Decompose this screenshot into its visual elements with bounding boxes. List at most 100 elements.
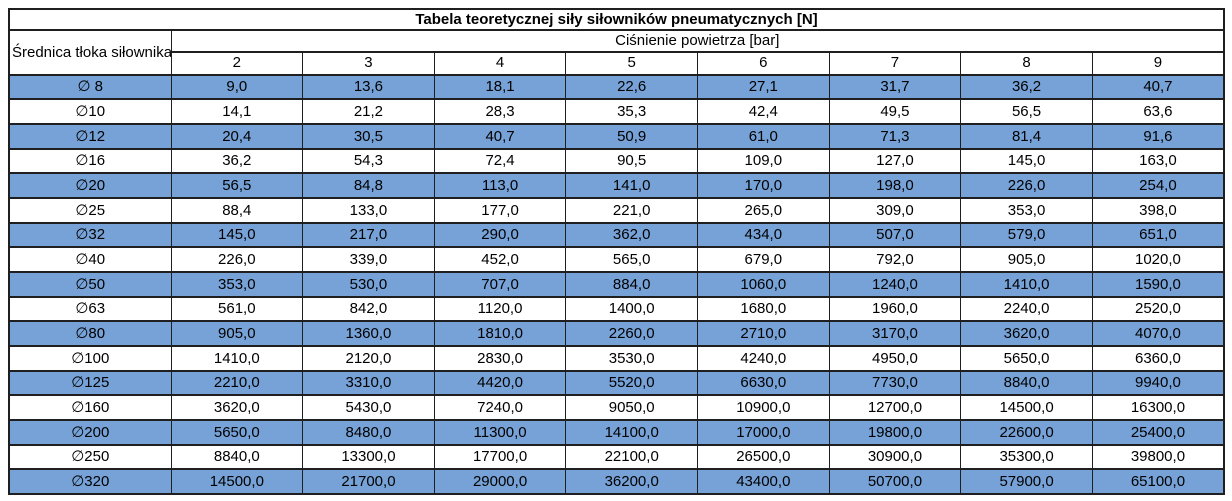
- force-value-cell: 10900,0: [697, 394, 830, 421]
- force-value-cell: 90,5: [565, 147, 698, 175]
- force-value-cell: 21,2: [302, 98, 435, 125]
- force-value-cell: 3620,0: [960, 320, 1093, 347]
- diameter-cell: ∅50: [8, 270, 172, 298]
- pressure-column-header: 3: [302, 50, 435, 76]
- force-value-cell: 1590,0: [1091, 270, 1225, 298]
- force-value-cell: 56,5: [170, 172, 304, 199]
- force-value-cell: 707,0: [433, 270, 567, 298]
- force-value-cell: 1020,0: [1091, 246, 1225, 273]
- force-value-cell: 36,2: [960, 73, 1093, 101]
- force-value-cell: 353,0: [960, 196, 1093, 224]
- col-group-header-pressure: Ciśnienie powietrza [bar]: [170, 29, 1225, 53]
- pressure-column-header: 6: [697, 50, 830, 76]
- table-row: ∅32 145,0 217,0 290,0 362,0 434,0 507,0 579,0 65…: [8, 221, 1225, 249]
- force-value-cell: 561,0: [170, 295, 304, 323]
- force-value-cell: 1240,0: [828, 270, 962, 298]
- force-value-cell: 679,0: [697, 246, 830, 273]
- force-value-cell: 198,0: [828, 172, 962, 199]
- diameter-cell: ∅25: [8, 196, 172, 224]
- force-value-cell: 1410,0: [170, 344, 304, 372]
- force-value-cell: 7240,0: [433, 394, 567, 421]
- diameter-cell: ∅160: [8, 394, 172, 421]
- force-value-cell: 113,0: [433, 172, 567, 199]
- force-value-cell: 22600,0: [960, 418, 1093, 446]
- table-row: ∅125 2210,0 3310,0 4420,0 5520,0 6630,0 7730,0…: [8, 369, 1225, 397]
- table-row: ∅63 561,0 842,0 1120,0 1400,0 1680,0 1960,0 224…: [8, 295, 1225, 323]
- force-value-cell: 50,9: [565, 122, 698, 150]
- pneumatic-force-table: Tabela teoretycznej siły siłowników pneu…: [8, 7, 1225, 495]
- force-value-cell: 35300,0: [960, 443, 1093, 471]
- force-value-cell: 4420,0: [433, 369, 567, 397]
- force-value-cell: 339,0: [302, 246, 435, 273]
- title-row: Tabela teoretycznej siły siłowników pneu…: [8, 7, 1225, 32]
- force-value-cell: 221,0: [565, 196, 698, 224]
- force-value-cell: 254,0: [1091, 172, 1225, 199]
- force-value-cell: 5650,0: [170, 418, 304, 446]
- force-value-cell: 792,0: [828, 246, 962, 273]
- force-value-cell: 226,0: [960, 172, 1093, 199]
- force-value-cell: 145,0: [960, 147, 1093, 175]
- force-value-cell: 5520,0: [565, 369, 698, 397]
- row-header-diameter: Średnica tłoka siłownika: [8, 29, 172, 76]
- force-value-cell: 17700,0: [433, 443, 567, 471]
- force-value-cell: 42,4: [697, 98, 830, 125]
- diameter-cell: ∅16: [8, 147, 172, 175]
- force-value-cell: 91,6: [1091, 122, 1225, 150]
- force-value-cell: 5650,0: [960, 344, 1093, 372]
- force-value-cell: 5430,0: [302, 394, 435, 421]
- force-value-cell: 11300,0: [433, 418, 567, 446]
- force-value-cell: 1680,0: [697, 295, 830, 323]
- table-row: ∅12 20,4 30,5 40,7 50,9 61,0 71,3 81,4 91,6: [8, 122, 1225, 150]
- force-value-cell: 398,0: [1091, 196, 1225, 224]
- table-row: ∅100 1410,0 2120,0 2830,0 3530,0 4240,0 4950,0…: [8, 344, 1225, 372]
- force-value-cell: 265,0: [697, 196, 830, 224]
- force-value-cell: 2520,0: [1091, 295, 1225, 323]
- force-value-cell: 4950,0: [828, 344, 962, 372]
- table-row: ∅ 8 9,0 13,6 18,1 22,6 27,1 31,7 36,2 40,7: [8, 73, 1225, 101]
- force-value-cell: 36,2: [170, 147, 304, 175]
- force-value-cell: 88,4: [170, 196, 304, 224]
- diameter-cell: ∅80: [8, 320, 172, 347]
- force-value-cell: 20,4: [170, 122, 304, 150]
- force-value-cell: 56,5: [960, 98, 1093, 125]
- force-value-cell: 71,3: [828, 122, 962, 150]
- force-value-cell: 452,0: [433, 246, 567, 273]
- force-value-cell: 27,1: [697, 73, 830, 101]
- table-row: ∅20 56,5 84,8 113,0 141,0 170,0 198,0 226,0 254,…: [8, 172, 1225, 199]
- force-value-cell: 2210,0: [170, 369, 304, 397]
- force-value-cell: 579,0: [960, 221, 1093, 249]
- force-value-cell: 3530,0: [565, 344, 698, 372]
- table-row: ∅25 88,4 133,0 177,0 221,0 265,0 309,0 353,0 398…: [8, 196, 1225, 224]
- force-value-cell: 133,0: [302, 196, 435, 224]
- force-value-cell: 40,7: [433, 122, 567, 150]
- force-value-cell: 651,0: [1091, 221, 1225, 249]
- table-row: ∅200 5650,0 8480,0 11300,0 14100,0 17000,0 198…: [8, 418, 1225, 446]
- force-value-cell: 290,0: [433, 221, 567, 249]
- table-title: Tabela teoretycznej siły siłowników pneu…: [8, 7, 1225, 32]
- force-value-cell: 9,0: [170, 73, 304, 101]
- force-value-cell: 14500,0: [960, 394, 1093, 421]
- force-value-cell: 177,0: [433, 196, 567, 224]
- diameter-cell: ∅320: [8, 468, 172, 495]
- pressure-column-header: 7: [828, 50, 962, 76]
- force-value-cell: 12700,0: [828, 394, 962, 421]
- force-value-cell: 22100,0: [565, 443, 698, 471]
- table-row: ∅40 226,0 339,0 452,0 565,0 679,0 792,0 905,0 10…: [8, 246, 1225, 273]
- force-value-cell: 362,0: [565, 221, 698, 249]
- force-value-cell: 63,6: [1091, 98, 1225, 125]
- force-value-cell: 30,5: [302, 122, 435, 150]
- force-value-cell: 40,7: [1091, 73, 1225, 101]
- force-value-cell: 6630,0: [697, 369, 830, 397]
- force-value-cell: 57900,0: [960, 468, 1093, 495]
- force-value-cell: 507,0: [828, 221, 962, 249]
- table-row: ∅50 353,0 530,0 707,0 884,0 1060,0 1240,0 1410,…: [8, 270, 1225, 298]
- force-value-cell: 43400,0: [697, 468, 830, 495]
- force-value-cell: 842,0: [302, 295, 435, 323]
- force-value-cell: 28,3: [433, 98, 567, 125]
- force-value-cell: 4240,0: [697, 344, 830, 372]
- force-value-cell: 1410,0: [960, 270, 1093, 298]
- force-value-cell: 61,0: [697, 122, 830, 150]
- force-value-cell: 16300,0: [1091, 394, 1225, 421]
- diameter-cell: ∅250: [8, 443, 172, 471]
- force-value-cell: 565,0: [565, 246, 698, 273]
